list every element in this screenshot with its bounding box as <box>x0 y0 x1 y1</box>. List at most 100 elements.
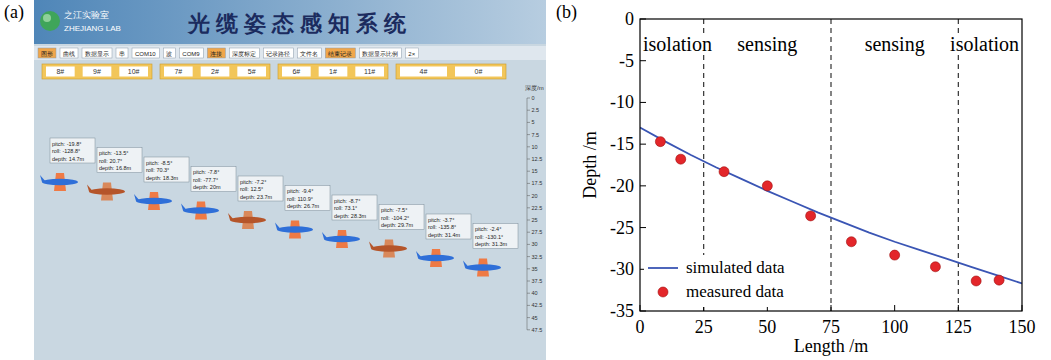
toolbar-box[interactable] <box>60 48 78 58</box>
toolbar-box[interactable] <box>163 48 175 58</box>
tab-group <box>160 64 270 79</box>
toolbar-box[interactable] <box>82 48 112 58</box>
toolbar-box[interactable] <box>229 48 259 58</box>
data-point <box>890 250 900 260</box>
tab-label[interactable]: 6# <box>292 68 300 75</box>
toolbar-text[interactable]: 图形 <box>41 51 53 57</box>
toolbar-text[interactable]: 连接 <box>210 50 222 57</box>
toolbar-item[interactable]: 数据显示 <box>82 48 112 58</box>
tab[interactable] <box>164 67 193 77</box>
toolbar-box[interactable] <box>132 48 159 58</box>
toolbar-box[interactable] <box>359 48 401 58</box>
toolbar-text[interactable]: COM9 <box>182 51 200 57</box>
tab[interactable] <box>355 67 384 77</box>
plane-tail <box>181 204 187 211</box>
toolbar-item[interactable]: 记录路径 <box>263 48 293 58</box>
tab[interactable] <box>237 67 266 77</box>
toolbar-box[interactable] <box>179 48 203 58</box>
toolbar-box[interactable] <box>325 48 355 58</box>
toolbar-text[interactable]: 记录路径 <box>266 51 290 57</box>
tab-label[interactable]: 11# <box>364 68 375 75</box>
tab-label[interactable]: 10# <box>128 68 140 75</box>
tab-label[interactable]: 4# <box>420 68 428 75</box>
toolbar-text[interactable]: 结束记录 <box>328 51 352 57</box>
tab[interactable] <box>201 67 230 77</box>
toolbar-box[interactable] <box>405 48 418 58</box>
tab-label[interactable]: 9# <box>93 68 101 75</box>
figure: (a)之江实验室ZHEJIANG LAB光缆姿态感知系统图形曲线数据显示串COM… <box>0 0 1051 360</box>
region-label: sensing <box>737 33 797 56</box>
toolbar-item[interactable]: 文件名 <box>297 48 321 58</box>
x-tick <box>958 305 959 311</box>
toolbar-text[interactable]: 串 <box>119 51 125 57</box>
info-text: pitch: -3.7° <box>428 217 454 223</box>
tab[interactable] <box>119 67 148 77</box>
toolbar-box[interactable] <box>116 48 128 58</box>
tab[interactable] <box>455 67 502 77</box>
y-tick-label: -30 <box>610 259 634 279</box>
toolbar-item[interactable]: 深度标定 <box>229 48 259 58</box>
toolbar-item[interactable]: 曲线 <box>60 48 78 58</box>
toolbar-item[interactable]: 波 <box>163 48 175 58</box>
info-text: pitch: -8.7° <box>334 198 360 204</box>
legend-bg <box>644 255 789 307</box>
toolbar-box[interactable] <box>207 48 225 58</box>
info-text: depth: 20m <box>193 184 221 190</box>
toolbar-text[interactable]: COM10 <box>135 51 156 57</box>
info-text: pitch: -7.2° <box>240 179 266 185</box>
toolbar-item[interactable]: 串 <box>116 48 128 58</box>
toolbar-text[interactable]: 数据显示 <box>85 51 109 57</box>
tab[interactable] <box>46 67 75 77</box>
info-box <box>144 157 189 182</box>
toolbar-item[interactable]: 连接 <box>207 48 225 58</box>
plane-body <box>277 226 313 232</box>
scale-label: 45 <box>532 315 538 321</box>
tab-label[interactable]: 7# <box>174 68 182 75</box>
scale-label: 12.5 <box>532 156 543 162</box>
x-tick-label: 150 <box>1009 317 1036 337</box>
toolbar-box[interactable] <box>263 48 293 58</box>
scale-tick <box>527 220 530 221</box>
scale-tick <box>527 244 530 245</box>
info-box <box>191 167 236 192</box>
tab[interactable] <box>83 67 112 77</box>
scale-tick <box>527 268 530 269</box>
chart: 0255075100125150-35-30-25-20-15-10-50Len… <box>580 9 1036 356</box>
toolbar-text[interactable]: 波 <box>166 51 172 57</box>
tab-label[interactable]: 1# <box>329 68 337 75</box>
x-tick <box>894 305 895 311</box>
toolbar-box[interactable] <box>297 48 321 58</box>
info-text: roll: 73.1° <box>334 205 357 211</box>
plane-body <box>136 198 172 204</box>
tab[interactable] <box>400 67 447 77</box>
info-text: roll: -77.7° <box>193 177 218 183</box>
tab[interactable] <box>282 67 311 77</box>
toolbar-item[interactable]: 结束记录 <box>325 48 355 58</box>
toolbar-item[interactable]: 2× <box>405 48 418 58</box>
node: pitch: -3.7°roll: -135.8°depth: 31.4m <box>416 214 471 267</box>
tab-label[interactable]: 5# <box>248 68 256 75</box>
toolbar-item[interactable]: COM10 <box>132 48 159 58</box>
x-tick-label: 0 <box>636 317 645 337</box>
scale-label: 40 <box>532 290 538 296</box>
toolbar-text[interactable]: 文件名 <box>300 50 318 57</box>
scale-label: 37.5 <box>532 278 543 284</box>
tab[interactable] <box>319 67 348 77</box>
tab-label[interactable]: 2# <box>211 68 219 75</box>
toolbar-box[interactable] <box>38 48 56 58</box>
toolbar-text[interactable]: 深度标定 <box>232 50 256 57</box>
y-tick-label: -20 <box>610 176 634 196</box>
data-point <box>655 137 665 147</box>
scale-tick <box>527 305 530 306</box>
scale-tick <box>527 98 530 99</box>
toolbar <box>34 46 546 60</box>
toolbar-item[interactable]: 数据显示比例 <box>359 48 401 58</box>
tab-label[interactable]: 8# <box>56 68 64 75</box>
toolbar-item[interactable]: COM9 <box>179 48 203 58</box>
toolbar-item[interactable]: 图形 <box>38 48 56 58</box>
series-line <box>640 127 1022 283</box>
tab-label[interactable]: 0# <box>475 68 483 75</box>
toolbar-text[interactable]: 曲线 <box>63 51 75 57</box>
toolbar-text[interactable]: 数据显示比例 <box>362 51 398 57</box>
toolbar-text[interactable]: 2× <box>408 51 415 57</box>
